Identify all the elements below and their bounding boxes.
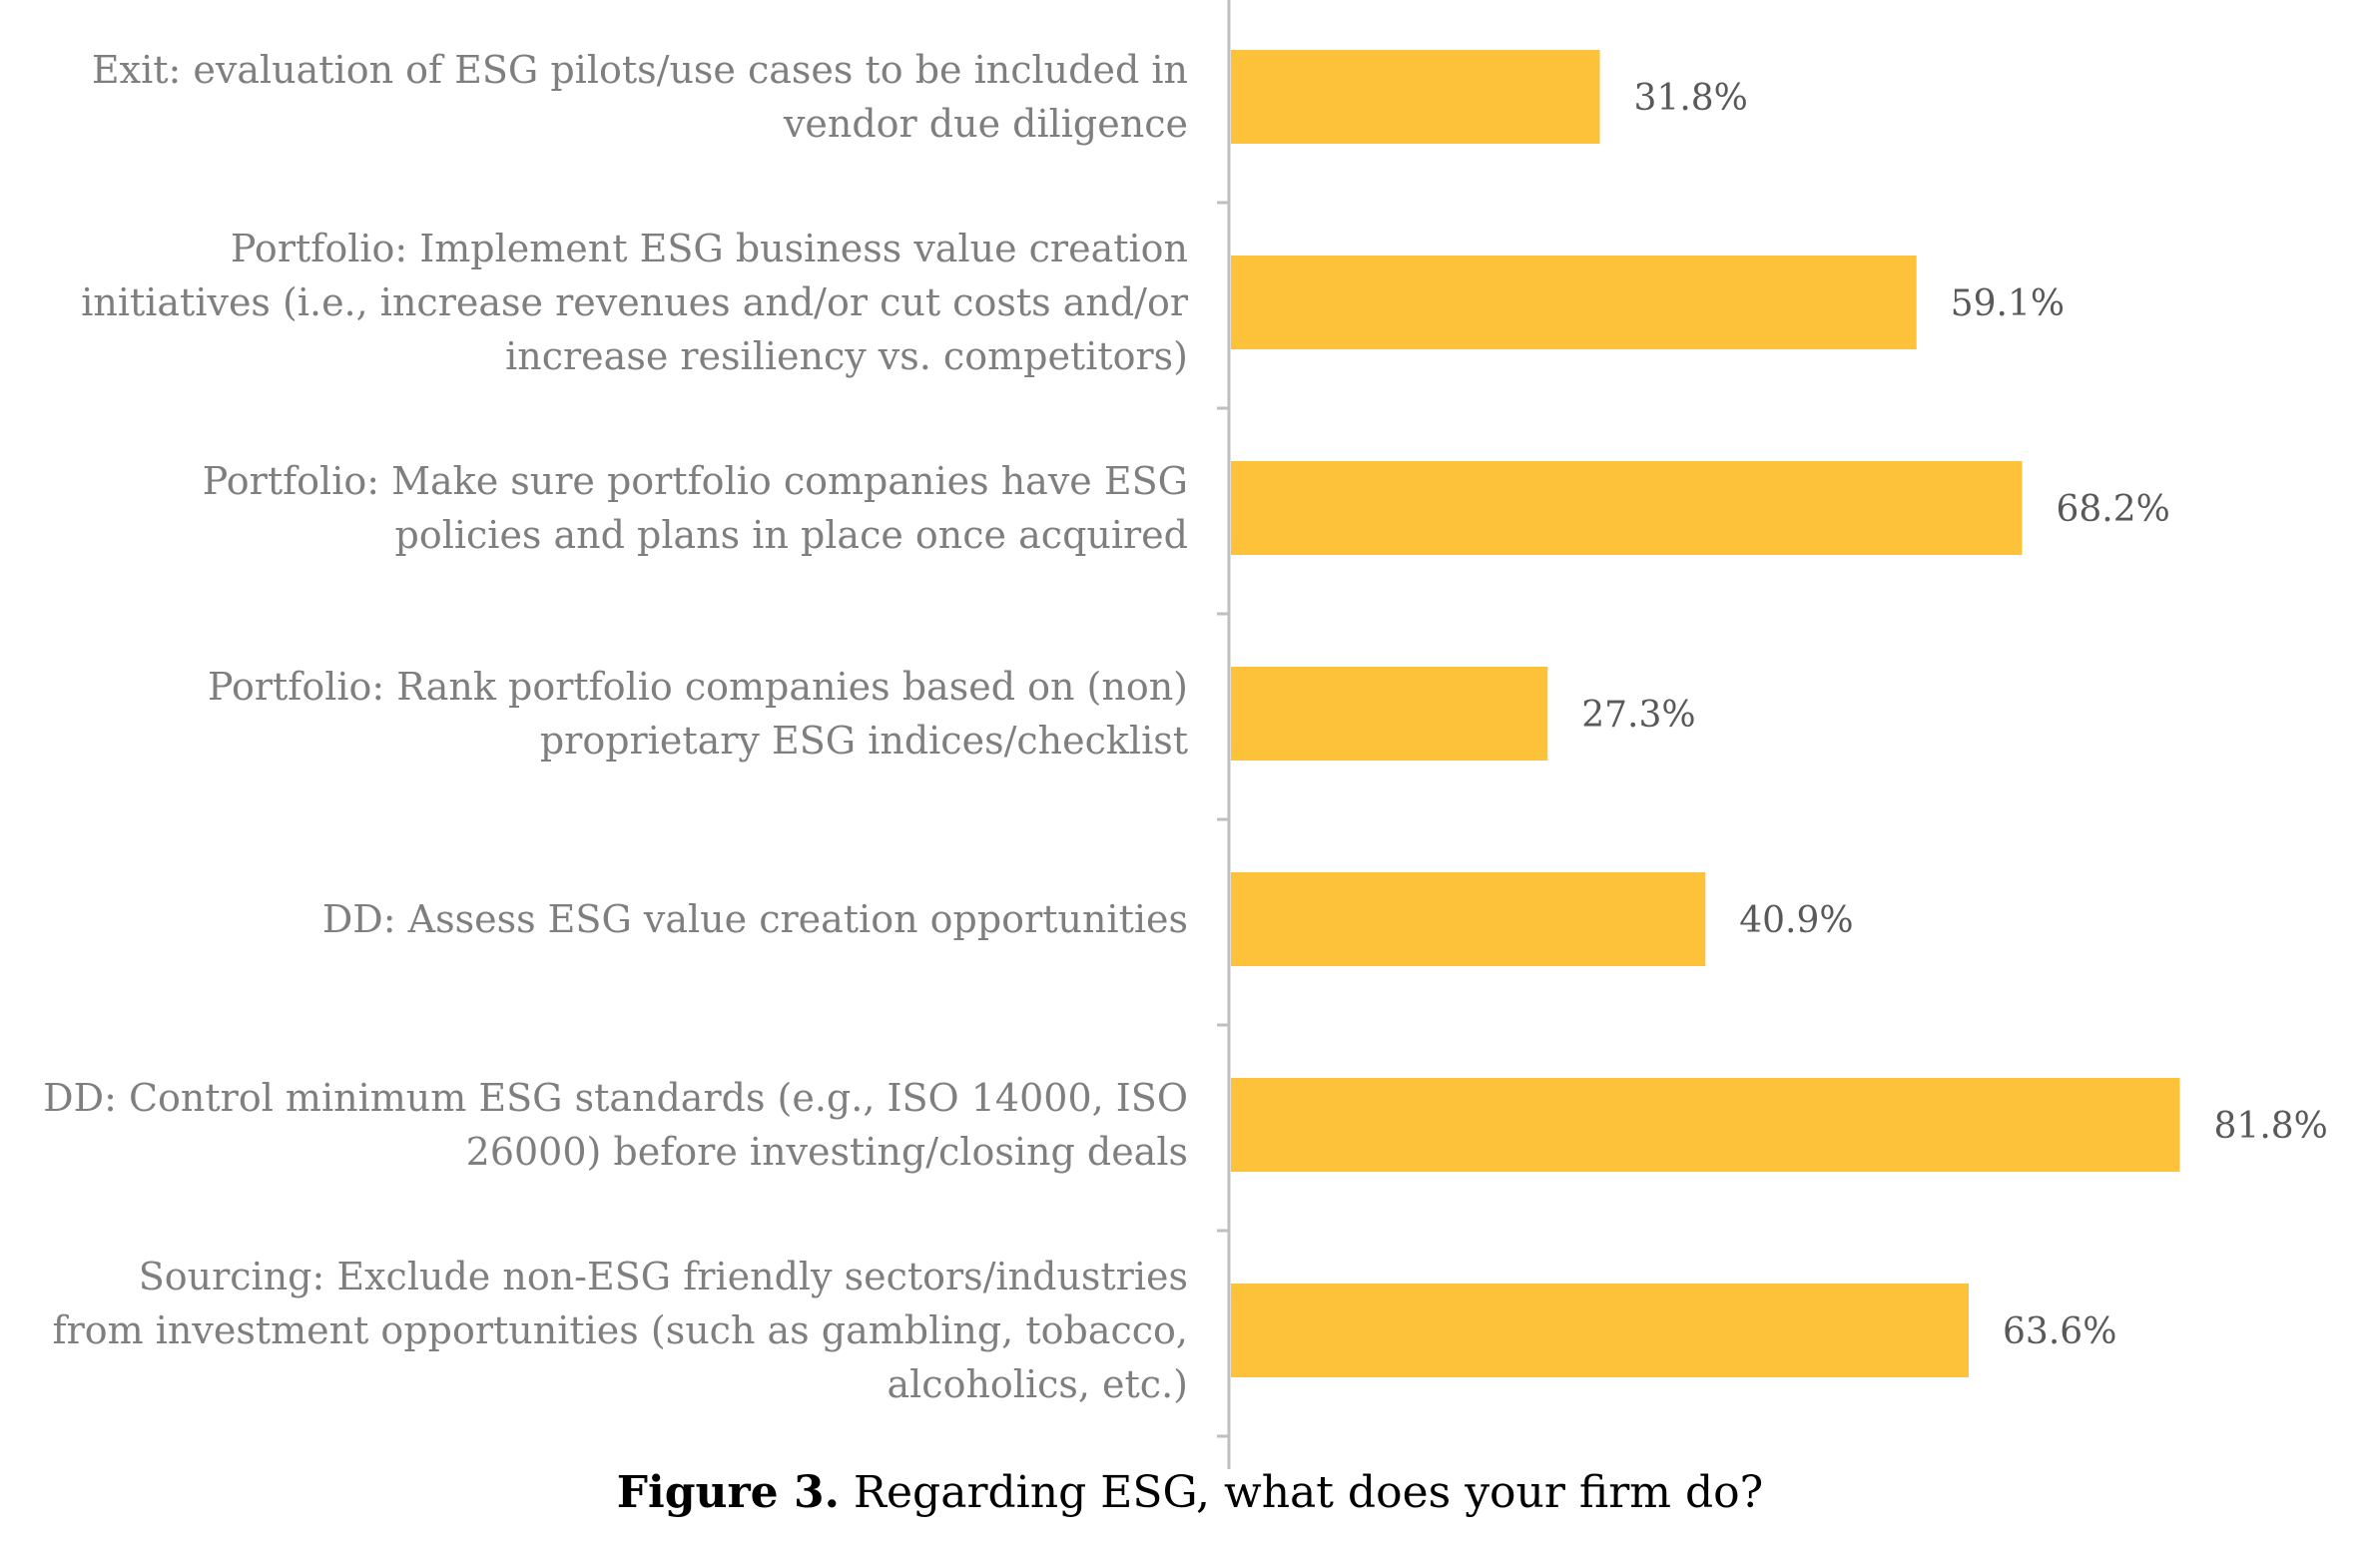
category-label-line: alcoholics, etc.) [887, 1362, 1188, 1406]
bar-value-label: 81.8% [2214, 1106, 2328, 1147]
category-label-line: 26000) before investing/closing deals [466, 1130, 1188, 1174]
figure-caption-text: Regarding ESG, what does your firm do? [853, 1467, 1764, 1518]
category-label-line: DD: Control minimum ESG standards (e.g.,… [43, 1076, 1188, 1120]
category-label-line: proprietary ESG indices/checklist [540, 719, 1188, 763]
category-label-line: increase resiliency vs. competitors) [505, 334, 1188, 378]
bar [1231, 50, 1600, 144]
figure-label: Figure 3. [616, 1467, 840, 1518]
category-label-line: from investment opportunities (such as g… [53, 1308, 1188, 1352]
category-label: Exit: evaluation of ESG pilots/use cases… [92, 48, 1188, 146]
bar-value-label: 59.1% [1951, 283, 2065, 324]
bar [1231, 256, 1917, 349]
category-label-line: vendor due diligence [783, 102, 1188, 146]
category-label-line: Exit: evaluation of ESG pilots/use cases… [92, 48, 1188, 92]
category-label-line: policies and plans in place once acquire… [395, 513, 1189, 557]
category-label: Portfolio: Make sure portfolio companies… [203, 459, 1188, 557]
category-label: DD: Assess ESG value creation opportunit… [322, 897, 1188, 941]
bar [1231, 461, 2023, 555]
category-label: DD: Control minimum ESG standards (e.g.,… [43, 1076, 1188, 1174]
bar-value-label: 68.2% [2056, 489, 2169, 530]
bar-value-label: 40.9% [1739, 900, 1853, 941]
category-label: Portfolio: Implement ESG business value … [81, 227, 1189, 378]
category-label-line: Portfolio: Make sure portfolio companies… [203, 459, 1188, 503]
bar [1231, 1284, 1970, 1377]
bar [1231, 1078, 2180, 1172]
category-label: Sourcing: Exclude non-ESG friendly secto… [53, 1255, 1188, 1406]
figure-caption: Figure 3. Regarding ESG, what does your … [0, 1467, 2380, 1518]
category-label-line: initiatives (i.e., increase revenues and… [81, 280, 1189, 324]
bar [1231, 667, 1548, 761]
bar [1231, 872, 1706, 966]
category-label-line: Portfolio: Implement ESG business value … [231, 227, 1188, 270]
bar-value-label: 31.8% [1634, 78, 1748, 119]
bar-value-label: 63.6% [2003, 1311, 2116, 1352]
category-label-line: Portfolio: Rank portfolio companies base… [208, 665, 1188, 709]
bar-value-label: 27.3% [1581, 695, 1695, 736]
category-label-line: DD: Assess ESG value creation opportunit… [322, 897, 1188, 941]
category-label-line: Sourcing: Exclude non-ESG friendly secto… [139, 1255, 1188, 1298]
category-label: Portfolio: Rank portfolio companies base… [208, 665, 1188, 763]
